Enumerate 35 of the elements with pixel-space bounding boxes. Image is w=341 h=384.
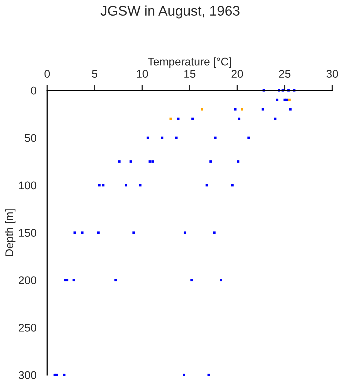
point [190,279,194,282]
y-tick-label: 50 [25,134,37,142]
point [289,108,292,111]
point [234,108,237,111]
x-tick-label: 5 [92,70,98,78]
x-tick-label: 25 [279,70,291,78]
point [175,136,178,140]
point [132,232,136,234]
point [238,118,241,120]
x-tick-label: 30 [326,70,338,78]
x-tick-label: 0 [44,70,50,78]
point [214,136,217,140]
y-tick-label: 300 [18,371,37,380]
point [184,232,186,234]
x-tick-label: 20 [232,70,244,78]
point [262,108,264,111]
x-tick-label: 15 [184,70,196,78]
y-tick-label: 250 [19,324,37,332]
point [170,118,172,120]
y-tick-label: 150 [19,229,37,238]
point [146,136,150,140]
point [276,98,279,102]
point [213,232,216,234]
point [161,136,164,140]
x-tick-label: 10 [137,70,148,78]
x-axis-title: Temperature [°C] [148,58,232,68]
point [81,232,84,234]
y-tick-label: 0 [31,86,37,95]
y-axis-title: Depth [m] [5,210,16,256]
point [248,136,250,140]
point [208,374,210,376]
point [114,279,118,282]
y-tick-label: 100 [19,182,37,190]
y-tick-label: 200 [19,276,37,284]
chart-title: JGSW in August, 1963 [100,6,240,19]
